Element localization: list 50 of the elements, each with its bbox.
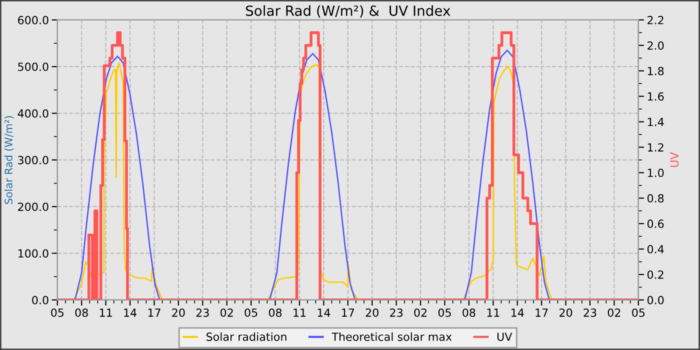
chart-title: Solar Rad (W/m²) & UV Index <box>246 5 450 18</box>
y2-tick-label: 1.4 <box>648 118 664 126</box>
x-tick-label: 14 <box>318 308 330 317</box>
y2-tick-label: 1.2 <box>648 143 664 152</box>
legend-label: Solar radiation <box>206 332 286 341</box>
y-tick-label: 100.0 <box>18 249 48 258</box>
x-tick-label: 14 <box>512 308 524 317</box>
x-tick-label: 20 <box>366 308 378 317</box>
y-tick-label: 300.0 <box>18 156 48 164</box>
x-tick-label: 23 <box>390 308 402 317</box>
x-tick-label: 08 <box>462 308 476 317</box>
x-tick-label: 05 <box>51 308 64 317</box>
y2-tick-label: 2.0 <box>648 41 664 50</box>
x-tick-label: 20 <box>560 308 572 317</box>
x-tick-label: 02 <box>414 308 426 317</box>
x-tick-label: 11 <box>487 308 500 317</box>
x-tick-label: 17 <box>148 308 160 317</box>
x-tick-label: 17 <box>342 308 354 317</box>
legend-label: UV <box>497 332 512 341</box>
y2-tick-label: 0.6 <box>647 220 664 228</box>
y2-tick-label: 0.0 <box>647 296 664 304</box>
x-tick-label: 20 <box>172 308 185 317</box>
x-tick-label: 11 <box>294 308 306 317</box>
x-tick-label: 23 <box>584 308 596 317</box>
y-tick-label: 200.0 <box>18 202 48 211</box>
x-tick-label: 02 <box>608 308 620 317</box>
x-tick-label: 17 <box>536 308 548 317</box>
x-tick-label: 08 <box>268 308 282 317</box>
y-axis-title: Solar Rad (W/m²) <box>4 116 14 204</box>
x-tick-label: 02 <box>220 308 233 317</box>
y2-tick-label: 0.4 <box>647 245 664 254</box>
y2-tick-label: 2.2 <box>648 16 664 24</box>
y-tick-label: 600.0 <box>18 16 48 24</box>
y2-tick-label: 1.8 <box>648 66 664 76</box>
x-tick-label: 08 <box>75 308 88 317</box>
x-tick-label: 23 <box>196 308 209 317</box>
x-tick-label: 14 <box>124 308 136 317</box>
x-tick-label: 05 <box>244 308 258 317</box>
x-tick-label: 05 <box>438 308 451 317</box>
y-tick-label: 400.0 <box>18 109 48 118</box>
legend-label: Theoretical solar max <box>332 332 452 341</box>
y2-tick-label: 1.6 <box>648 92 664 101</box>
x-tick-label: 05 <box>632 308 644 317</box>
y2-tick-label: 0.8 <box>647 194 664 203</box>
y2-tick-label: 0.2 <box>647 270 664 279</box>
x-tick-label: 11 <box>100 308 112 317</box>
y2-axis-title: UV <box>670 152 679 167</box>
y-tick-label: 500.0 <box>18 62 48 71</box>
y-tick-label: 0.0 <box>32 296 48 304</box>
y2-tick-label: 1.0 <box>648 168 664 178</box>
